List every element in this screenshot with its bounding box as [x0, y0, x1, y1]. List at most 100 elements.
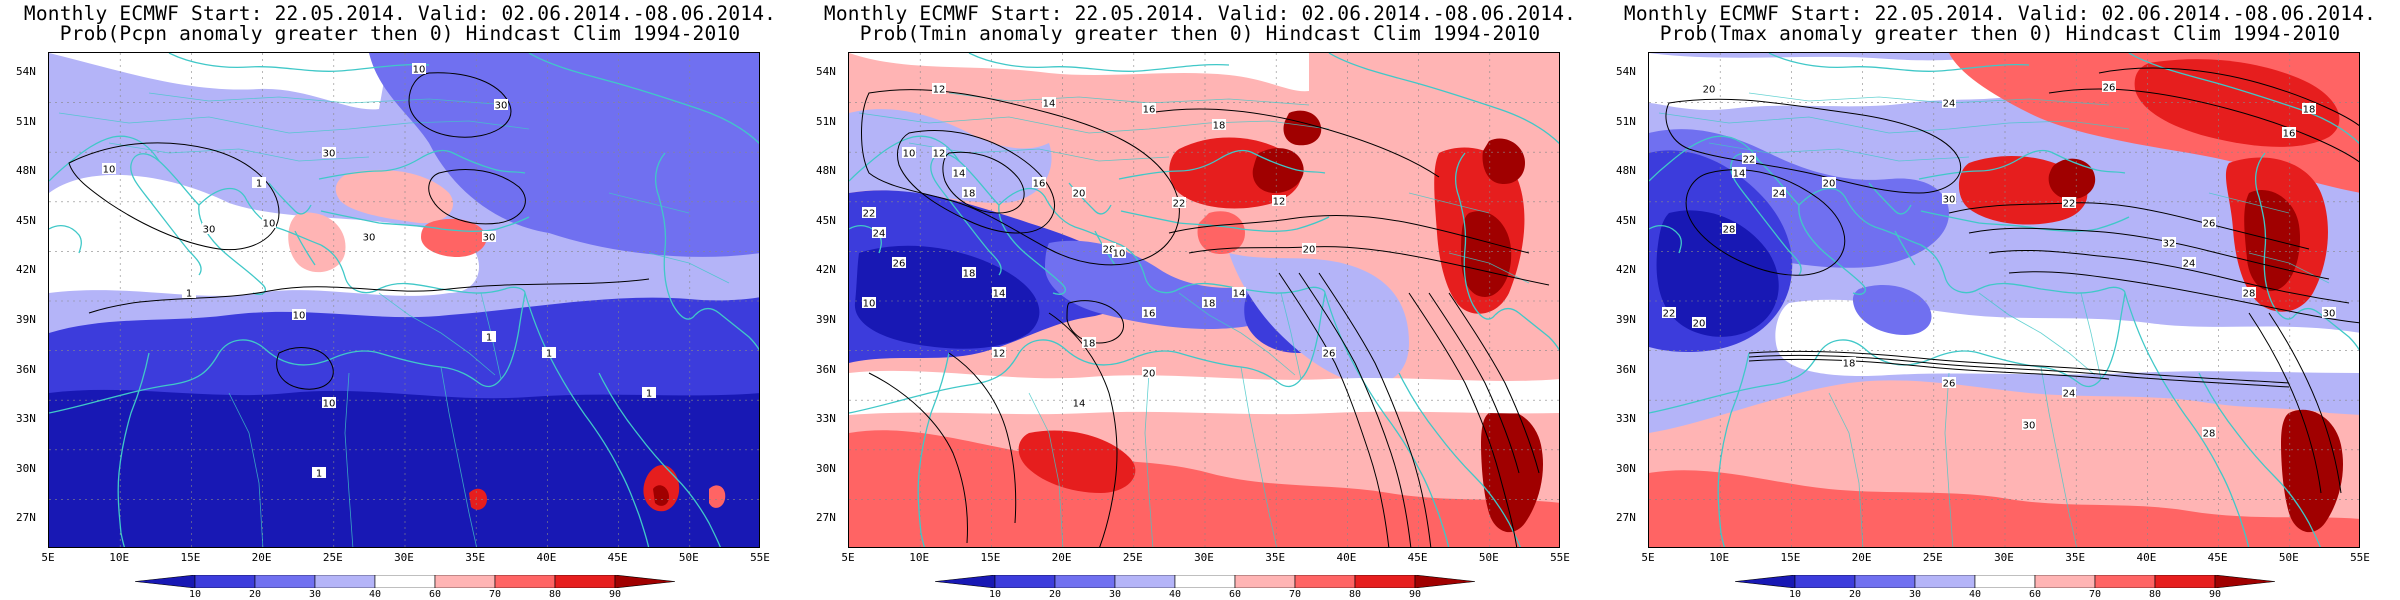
svg-text:1: 1	[646, 389, 652, 400]
contour-label: 24	[1942, 97, 1956, 110]
latitude-tick-label: 30N	[16, 461, 36, 475]
contour-label: 24	[2182, 257, 2196, 270]
svg-text:20: 20	[1693, 319, 1706, 330]
contour-label: 10	[262, 217, 276, 230]
contour-line	[896, 130, 1055, 234]
svg-text:30: 30	[2023, 421, 2036, 432]
latitude-tick-label: 39N	[1616, 313, 1636, 326]
contour-label: 14	[1042, 97, 1056, 110]
svg-text:26: 26	[1323, 349, 1336, 360]
colorbar-swatch	[2154, 575, 2216, 588]
contour-label: 1	[542, 347, 556, 360]
contour-label: 10	[292, 309, 306, 322]
colorbar-label: 80	[1348, 589, 1362, 600]
contour-label: 30	[362, 231, 376, 244]
colorbar-label: 10	[188, 589, 202, 600]
probability-region	[288, 212, 346, 273]
contour-label: 12	[1272, 195, 1286, 208]
colorbar-swatch	[994, 575, 1056, 588]
colorbar-swatch	[935, 575, 996, 588]
contour-line	[1408, 292, 1518, 547]
svg-text:26: 26	[893, 259, 906, 270]
svg-text:22: 22	[1663, 309, 1676, 320]
contour-line	[68, 142, 280, 251]
colorbar-swatch	[1054, 575, 1116, 588]
svg-text:18: 18	[963, 189, 976, 200]
svg-text:1: 1	[546, 349, 552, 360]
colorbar-swatch	[135, 575, 196, 588]
contour-label: 22	[862, 207, 876, 220]
probability-region	[1283, 110, 1322, 146]
colorbar-label: 30	[1108, 589, 1122, 600]
contour-label: 12	[932, 147, 946, 160]
latitude-tick-label: 51N	[816, 114, 836, 128]
latitude-tick-label: 51N	[1616, 114, 1636, 128]
probability-region	[49, 53, 389, 110]
svg-text:28: 28	[1103, 245, 1116, 256]
contour-label: 22	[1742, 153, 1756, 166]
svg-text:10: 10	[293, 311, 306, 322]
probability-region	[849, 53, 1309, 92]
latitude-tick-label: 42N	[816, 263, 836, 277]
longitude-tick-label: 25E	[1922, 551, 1943, 564]
latitude-tick-label: 27N	[816, 511, 836, 525]
longitude-tick-label: 25E	[322, 551, 343, 564]
svg-text:1: 1	[256, 179, 262, 190]
contour-label: 18	[1842, 357, 1856, 370]
colorbar-label: 40	[1168, 589, 1182, 600]
colorbar-swatch	[1914, 575, 1976, 588]
colorbar-swatch	[2034, 575, 2096, 588]
colorbar-label: 20	[248, 589, 262, 600]
longitude-tick-label: 40E	[1336, 551, 1357, 564]
contour-label: 22	[1662, 307, 1676, 320]
latitude-tick-label: 42N	[16, 263, 36, 277]
latitude-tick-label: 39N	[816, 313, 836, 326]
contour-label: 16	[1142, 307, 1156, 320]
latitude-tick-label: 45N	[816, 213, 836, 227]
contour-line	[2098, 67, 2359, 127]
latitude-tick-label: 39N	[16, 313, 36, 326]
contour-label: 10	[322, 397, 336, 410]
colorbar-swatch	[1794, 575, 1856, 588]
colorbar-label: 60	[1228, 589, 1242, 600]
longitude-tick-label: 55E	[2350, 551, 2370, 564]
latitude-tick-label: 48N	[16, 164, 36, 178]
svg-text:16: 16	[2283, 129, 2296, 140]
contour-label: 20	[1702, 83, 1716, 96]
contour-label: 20	[1072, 187, 1086, 200]
contour-line	[1748, 354, 2290, 388]
contour-line	[276, 347, 334, 390]
contour-line	[1298, 272, 1412, 547]
contour-label: 30	[322, 147, 336, 160]
contour-label: 28	[1722, 223, 1736, 236]
colorbar-label: 30	[308, 589, 322, 600]
contour-line	[1066, 300, 1124, 344]
contour-label: 20	[1822, 177, 1836, 190]
latitude-tick-label: 33N	[1616, 412, 1636, 426]
contour-label: 18	[1202, 297, 1216, 310]
svg-text:30: 30	[363, 233, 376, 244]
colorbar-label: 10	[1788, 589, 1802, 600]
contour-line	[428, 168, 526, 225]
colorbar-swatch	[2214, 575, 2275, 588]
contour-line	[861, 89, 1180, 266]
contour-line	[1748, 358, 2110, 380]
longitude-tick-label: 30E	[1194, 551, 1214, 564]
contour-label: 22	[1172, 197, 1186, 210]
country-borders	[858, 92, 1530, 547]
colorbar-swatch	[1974, 575, 2036, 588]
longitude-tick-label: 55E	[750, 551, 770, 564]
svg-text:26: 26	[2203, 219, 2216, 230]
svg-text:32: 32	[2163, 239, 2176, 250]
contour-label: 10	[902, 147, 916, 160]
svg-text:10: 10	[103, 165, 116, 176]
svg-text:30: 30	[1943, 195, 1956, 206]
longitude-tick-label: 35E	[2065, 551, 2086, 564]
colorbar-label: 40	[368, 589, 382, 600]
colorbar-label: 90	[1408, 589, 1422, 600]
panel-title-line1: Monthly ECMWF Start: 22.05.2014. Valid: …	[823, 2, 1577, 25]
colorbar-label: 70	[2088, 589, 2102, 600]
probability-region	[49, 174, 479, 296]
map-canvas: 20 24 26 18 16 22 14 20 24 28 30 22 26 32 24 28 30 22 20 18…	[1649, 53, 2359, 547]
colorbar-label: 40	[1968, 589, 1982, 600]
